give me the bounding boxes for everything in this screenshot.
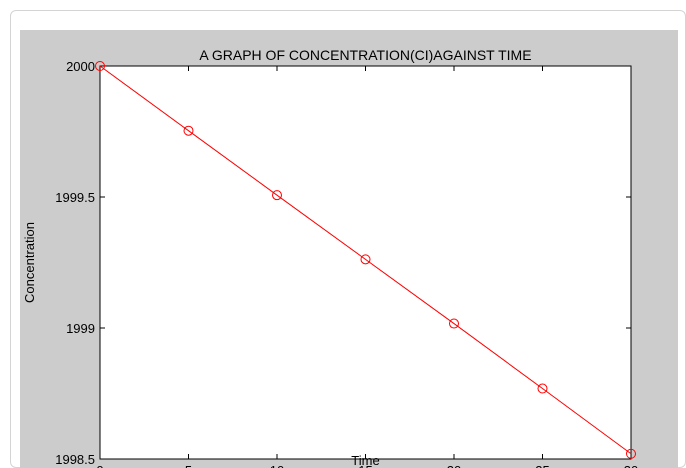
x-tick-label: 30 xyxy=(624,463,638,468)
data-point-marker xyxy=(95,61,105,71)
y-tick-label: 2000 xyxy=(66,59,95,74)
axis-ticks: 0 5 10 15 20 25 30 1998.5 1999 1999.5 2000 xyxy=(55,59,638,468)
line-chart: A GRAPH OF CONCENTRATION(CI)AGAINST TIME… xyxy=(22,47,638,468)
x-tick-label: 20 xyxy=(447,463,461,468)
y-axis-label: Concentration xyxy=(22,222,37,303)
y-tick-label: 1998.5 xyxy=(55,452,95,467)
plot-area xyxy=(95,61,636,459)
x-axis-label: Time xyxy=(351,453,379,468)
data-point-marker xyxy=(183,125,194,136)
x-tick-label: 5 xyxy=(185,463,192,468)
x-tick-label: 15 xyxy=(358,463,372,468)
axes-box xyxy=(99,65,632,460)
data-point-marker xyxy=(272,190,282,201)
data-point-marker xyxy=(449,318,459,329)
series-line xyxy=(99,65,632,455)
data-point-marker xyxy=(537,383,548,394)
chart-title: A GRAPH OF CONCENTRATION(CI)AGAINST TIME xyxy=(199,47,531,63)
x-tick-label: 25 xyxy=(535,463,549,468)
data-point-marker xyxy=(626,448,636,459)
figure-window: A GRAPH OF CONCENTRATION(CI)AGAINST TIME… xyxy=(20,30,678,468)
data-point-marker xyxy=(360,254,371,265)
x-tick-label: 0 xyxy=(96,463,103,468)
y-tick-label: 1999 xyxy=(66,321,95,336)
y-tick-label: 1999.5 xyxy=(55,190,95,205)
x-tick-label: 10 xyxy=(270,463,284,468)
